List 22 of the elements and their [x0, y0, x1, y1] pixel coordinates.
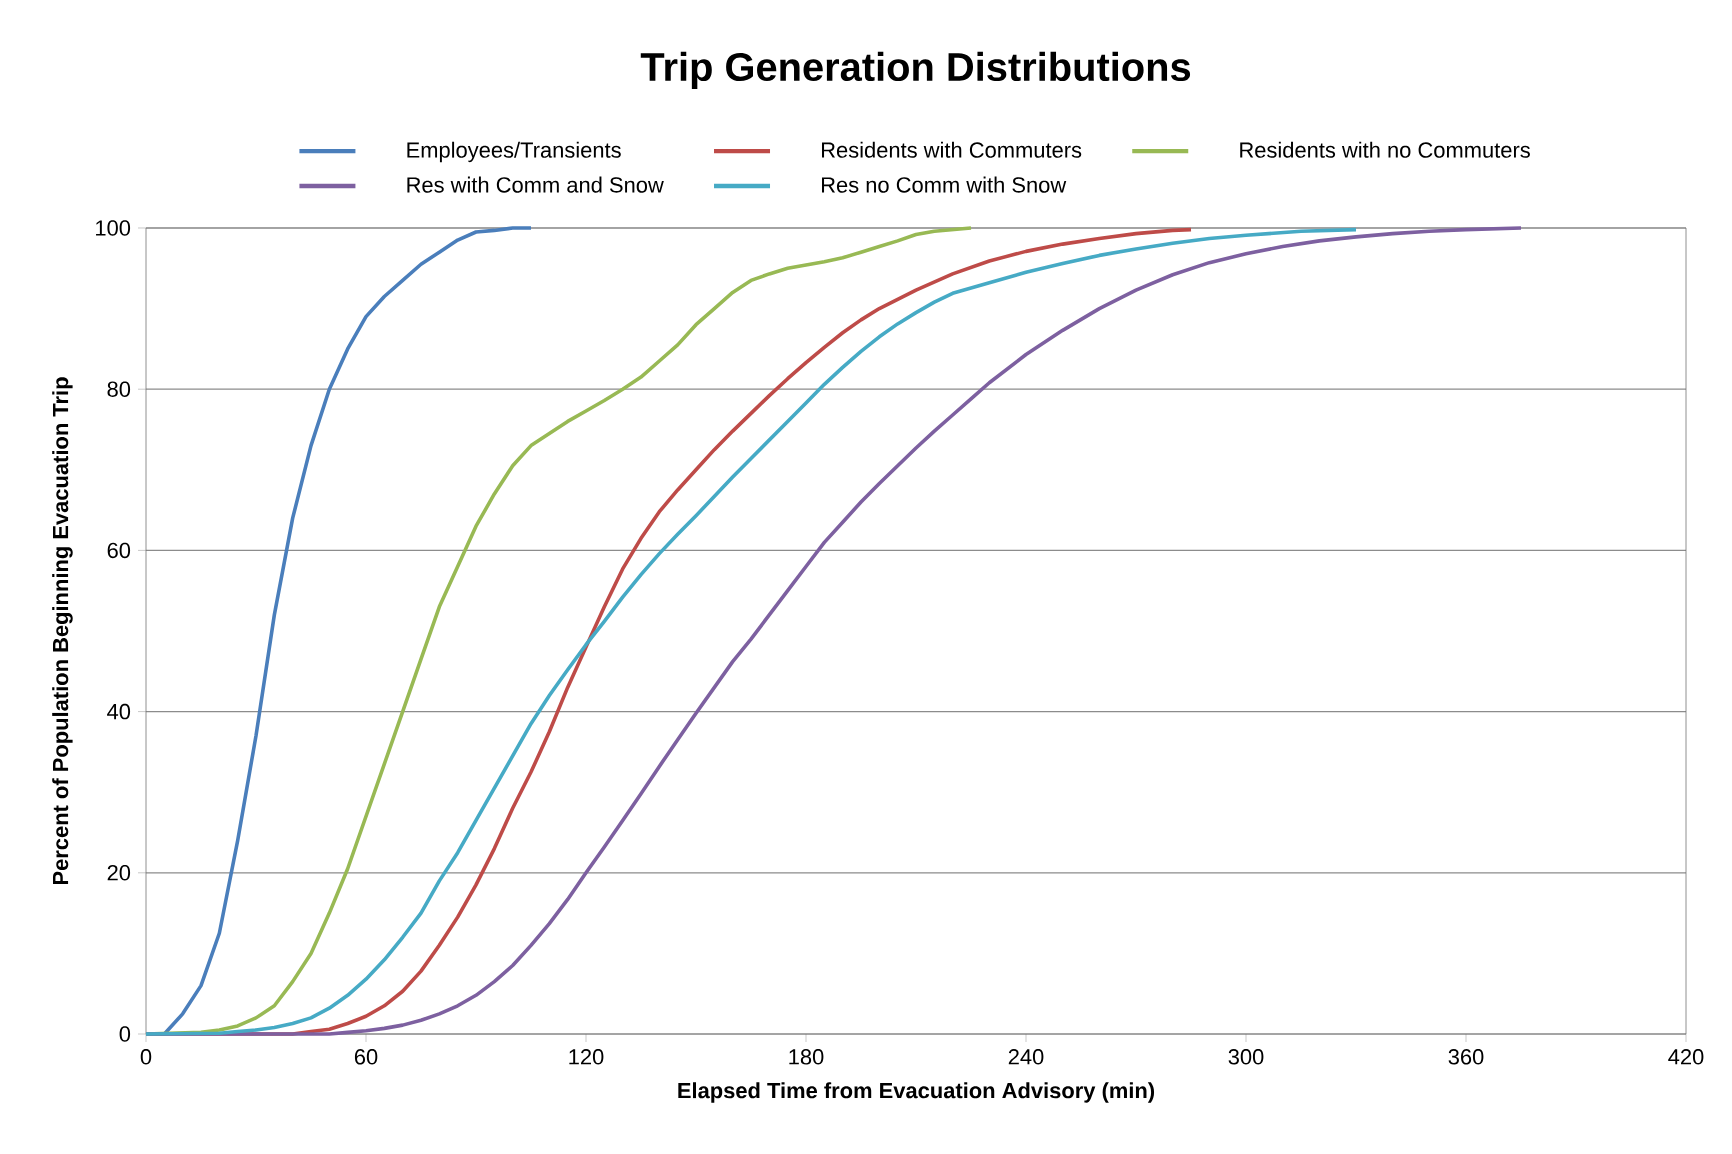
x-tick-label: 240: [1008, 1049, 1044, 1065]
x-tick-label: 0: [140, 1049, 152, 1065]
x-tick-label: 360: [1448, 1049, 1484, 1065]
legend-label: Res no Comm with Snow: [822, 176, 1067, 193]
chart-title: Trip Generation Distributions: [640, 51, 1191, 89]
legend-label: Residents with no Commuters: [1240, 141, 1530, 158]
y-axis-title: Percent of Population Beginning Evacuation Trip: [52, 377, 73, 885]
y-tick-label: 100: [96, 220, 131, 236]
y-tick-label: 0: [119, 1026, 131, 1042]
x-tick-label: 420: [1668, 1049, 1704, 1065]
y-tick-label: 80: [107, 381, 131, 397]
x-tick-label: 60: [354, 1049, 378, 1065]
legend-label: Res with Comm and Snow: [407, 176, 664, 193]
x-tick-label: 180: [789, 1049, 824, 1065]
x-tick-label: 120: [569, 1049, 604, 1065]
y-tick-label: 40: [107, 703, 131, 720]
legend-label: Residents with Commuters: [822, 141, 1082, 158]
legend-label: Employees/Transients: [407, 141, 621, 163]
x-tick-label: 300: [1228, 1049, 1264, 1065]
x-axis-title: Elapsed Time from Evacuation Advisory (min): [678, 1082, 1155, 1103]
y-tick-label: 20: [107, 865, 131, 881]
y-tick-label: 60: [107, 542, 131, 559]
